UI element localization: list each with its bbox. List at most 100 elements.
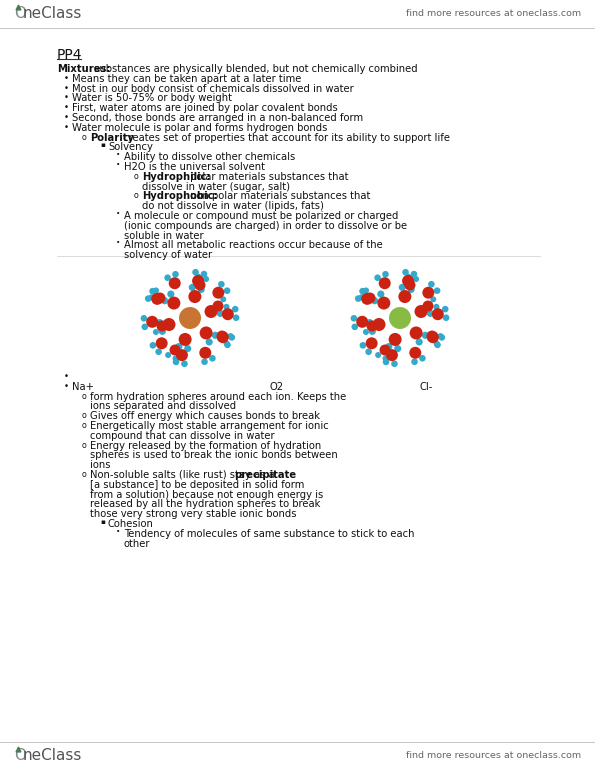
Circle shape bbox=[383, 359, 389, 365]
Circle shape bbox=[184, 345, 191, 352]
Circle shape bbox=[428, 281, 435, 287]
Text: precipitate: precipitate bbox=[234, 470, 296, 480]
Text: o: o bbox=[82, 421, 87, 430]
Circle shape bbox=[201, 359, 208, 365]
Text: released by all the hydration spheres to break: released by all the hydration spheres to… bbox=[90, 500, 320, 510]
Circle shape bbox=[162, 318, 176, 331]
Circle shape bbox=[153, 287, 159, 293]
Circle shape bbox=[149, 342, 156, 349]
Circle shape bbox=[218, 281, 225, 287]
Text: ions separated and dissolved: ions separated and dissolved bbox=[90, 401, 236, 411]
Text: from a solution) because not enough energy is: from a solution) because not enough ener… bbox=[90, 490, 323, 500]
Circle shape bbox=[371, 297, 378, 304]
Text: o: o bbox=[134, 172, 139, 181]
Circle shape bbox=[434, 287, 440, 294]
Circle shape bbox=[232, 306, 239, 313]
Circle shape bbox=[151, 321, 156, 327]
Circle shape bbox=[374, 274, 381, 281]
Text: Energy released by the formation of hydration: Energy released by the formation of hydr… bbox=[90, 440, 321, 450]
Circle shape bbox=[363, 287, 369, 293]
Text: First, water atoms are joined by polar covalent bonds: First, water atoms are joined by polar c… bbox=[72, 103, 338, 113]
Text: compound that can dissolve in water: compound that can dissolve in water bbox=[90, 430, 275, 440]
Text: ions: ions bbox=[90, 460, 111, 470]
Circle shape bbox=[145, 295, 152, 302]
Circle shape bbox=[156, 319, 163, 326]
Text: polar materials substances that: polar materials substances that bbox=[187, 172, 349, 182]
Circle shape bbox=[399, 284, 406, 291]
Circle shape bbox=[422, 300, 434, 312]
Text: Water is 50-75% or body weight: Water is 50-75% or body weight bbox=[72, 93, 232, 103]
Text: Cl-: Cl- bbox=[420, 382, 433, 392]
Circle shape bbox=[189, 284, 196, 291]
Circle shape bbox=[173, 356, 178, 361]
Circle shape bbox=[205, 305, 218, 318]
Text: H2O is the universal solvent: H2O is the universal solvent bbox=[124, 162, 265, 172]
Circle shape bbox=[203, 276, 209, 282]
Text: o: o bbox=[82, 470, 87, 479]
Text: Solvency: Solvency bbox=[108, 142, 153, 152]
Circle shape bbox=[142, 323, 148, 330]
Text: creates set of properties that account for its ability to support life: creates set of properties that account f… bbox=[120, 132, 450, 142]
Circle shape bbox=[212, 286, 224, 299]
Circle shape bbox=[164, 274, 171, 281]
Text: PP4: PP4 bbox=[57, 48, 83, 62]
Text: neClass: neClass bbox=[23, 748, 82, 764]
Circle shape bbox=[159, 328, 166, 335]
Text: o: o bbox=[82, 392, 87, 400]
Circle shape bbox=[222, 308, 234, 320]
Circle shape bbox=[413, 276, 419, 282]
Circle shape bbox=[385, 343, 393, 350]
Text: spheres is used to break the ionic bonds between: spheres is used to break the ionic bonds… bbox=[90, 450, 338, 460]
Text: other: other bbox=[124, 538, 151, 548]
Text: o: o bbox=[82, 440, 87, 450]
Circle shape bbox=[224, 342, 231, 348]
Text: Most in our body consist of chemicals dissolved in water: Most in our body consist of chemicals di… bbox=[72, 84, 354, 94]
Text: •: • bbox=[64, 93, 69, 102]
Text: (ionic compounds are charged) in order to dissolve or be: (ionic compounds are charged) in order t… bbox=[124, 221, 407, 231]
Circle shape bbox=[217, 330, 227, 342]
Circle shape bbox=[212, 300, 224, 312]
Circle shape bbox=[217, 310, 224, 317]
Circle shape bbox=[419, 355, 425, 362]
Text: substances are physically blended, but not chemically combined: substances are physically blended, but n… bbox=[90, 64, 417, 74]
Text: Tendency of molecules of same substance to stick to each: Tendency of molecules of same substance … bbox=[124, 529, 415, 539]
Circle shape bbox=[422, 332, 429, 339]
Circle shape bbox=[173, 359, 179, 365]
Circle shape bbox=[433, 304, 440, 310]
Circle shape bbox=[209, 355, 216, 362]
Circle shape bbox=[375, 352, 381, 358]
Circle shape bbox=[386, 349, 398, 361]
Text: [a substance] to be deposited in solid form: [a substance] to be deposited in solid f… bbox=[90, 480, 305, 490]
Text: neClass: neClass bbox=[23, 6, 82, 22]
Circle shape bbox=[366, 319, 373, 326]
Circle shape bbox=[411, 359, 418, 365]
Circle shape bbox=[227, 333, 233, 339]
Circle shape bbox=[167, 290, 174, 298]
Circle shape bbox=[402, 275, 414, 287]
Circle shape bbox=[409, 326, 422, 340]
Circle shape bbox=[439, 334, 445, 340]
Text: Gives off energy which causes bonds to break: Gives off energy which causes bonds to b… bbox=[90, 411, 320, 421]
Circle shape bbox=[367, 320, 377, 332]
Text: •: • bbox=[64, 372, 69, 381]
Circle shape bbox=[365, 349, 372, 355]
Circle shape bbox=[176, 349, 188, 361]
Text: find more resources at oneclass.com: find more resources at oneclass.com bbox=[406, 752, 581, 761]
Text: solvency of water: solvency of water bbox=[124, 250, 212, 260]
Text: •: • bbox=[64, 122, 69, 132]
Text: find more resources at oneclass.com: find more resources at oneclass.com bbox=[406, 9, 581, 18]
Circle shape bbox=[365, 293, 375, 303]
Circle shape bbox=[359, 288, 366, 294]
Circle shape bbox=[443, 314, 449, 321]
Circle shape bbox=[189, 290, 201, 303]
Text: o: o bbox=[82, 411, 87, 420]
Circle shape bbox=[195, 280, 205, 290]
Circle shape bbox=[176, 343, 183, 350]
Text: Non-soluble salts (like rust) stay as a: Non-soluble salts (like rust) stay as a bbox=[90, 470, 278, 480]
Circle shape bbox=[192, 275, 204, 287]
Circle shape bbox=[198, 286, 205, 293]
Text: ▪: ▪ bbox=[100, 142, 105, 149]
Text: Cohesion: Cohesion bbox=[108, 519, 154, 529]
Circle shape bbox=[155, 293, 165, 303]
Text: •: • bbox=[64, 382, 69, 391]
